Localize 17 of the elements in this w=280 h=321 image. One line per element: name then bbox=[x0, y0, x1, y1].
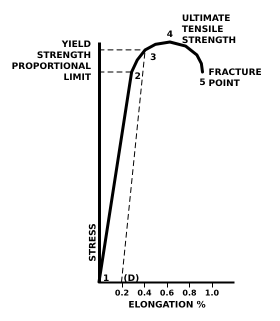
annotation: FRACTURE POINT bbox=[208, 68, 262, 89]
annotation: ULTIMATE TENSILE STRENGTH bbox=[182, 14, 236, 46]
x-axis-title: ELONGATION % bbox=[128, 300, 206, 310]
annotation: 5 bbox=[199, 78, 206, 88]
x-tick-label: 0.8 bbox=[182, 288, 198, 298]
x-tick-label: 0.4 bbox=[137, 288, 152, 298]
annotation: 4 bbox=[166, 30, 174, 40]
annotation: 2 bbox=[134, 72, 141, 82]
y-axis-title: STRESS bbox=[88, 223, 98, 262]
x-tick-label: 0.2 bbox=[114, 288, 130, 298]
annotation: PROPORTIONAL LIMIT bbox=[12, 62, 92, 83]
annotation: YIELD STRENGTH bbox=[36, 40, 91, 61]
x-tick-label: 0.6 bbox=[160, 288, 175, 298]
annotation: 3 bbox=[150, 52, 156, 63]
annotation: (D) bbox=[124, 274, 140, 284]
x-tick-label: 1.0 bbox=[204, 288, 220, 298]
annotation: 1 bbox=[103, 274, 110, 284]
